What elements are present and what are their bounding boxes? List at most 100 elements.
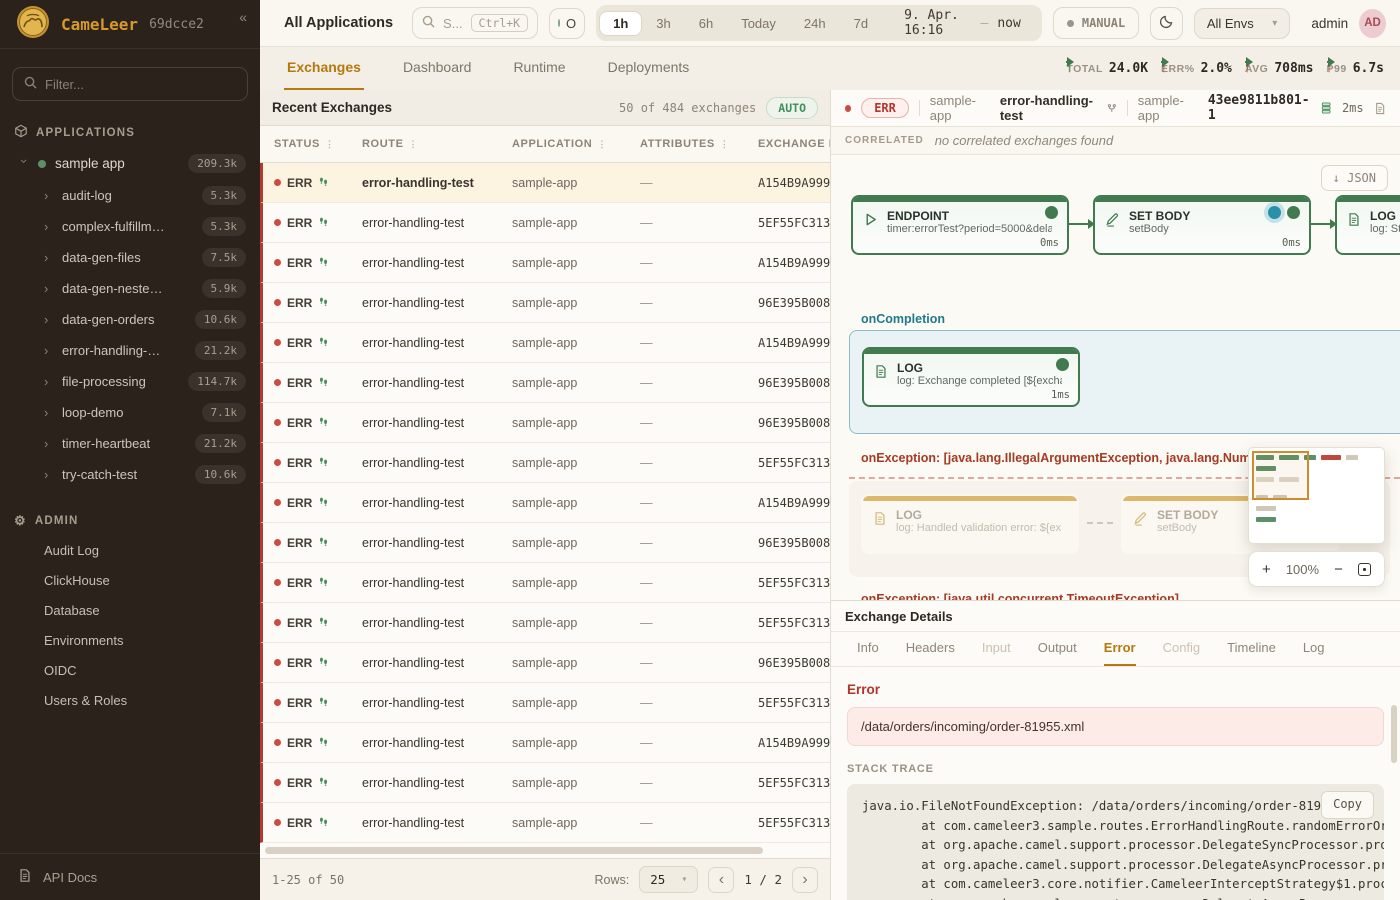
view-tab[interactable]: Runtime [513,59,566,75]
flow-node-log[interactable]: LOG log: Sta [1335,195,1400,255]
error-dot-icon [274,259,281,266]
time-range-button[interactable]: 7d [853,15,869,31]
zoom-out-button[interactable]: − [1334,560,1343,578]
route-flow-canvas[interactable]: ↓ JSON ENDPOINT timer:errorTest?period=5… [831,155,1400,600]
column-header[interactable]: APPLICATION ⋮ [501,138,629,150]
route-label: loop-demo [62,405,124,420]
search-input[interactable]: S... Ctrl+K [412,7,539,39]
detail-tab[interactable]: Log [1302,640,1325,655]
time-range-button[interactable]: 1h [599,10,643,36]
next-page-button[interactable]: › [792,866,818,893]
sidebar-route-item[interactable]: › data-gen-neste… 5.9k [0,273,260,304]
rows-per-page-select[interactable]: 25 ▾ [639,866,699,893]
sidebar-route-item[interactable]: › audit-log 5.3k [0,180,260,211]
sidebar-route-item[interactable]: › file-processing 114.7k [0,366,260,397]
table-row[interactable]: ERR error-handling-test sample-app — 96E… [260,363,830,403]
exchange-id[interactable]: 43ee9811b801-1 [1207,93,1310,123]
refresh-mode-button[interactable]: MANUAL [1052,7,1140,39]
status-text: ERR [287,295,313,310]
sidebar-route-item[interactable]: › timer-heartbeat 21.2k [0,428,260,459]
sidebar-admin-item[interactable]: OIDC [0,655,260,685]
prev-page-button[interactable]: ‹ [708,866,735,893]
column-header[interactable]: ROUTE ⋮ [351,138,501,150]
table-row[interactable]: ERR error-handling-test sample-app — 5EF… [260,603,830,643]
detail-app-name: sample-app [929,93,977,123]
sidebar-admin-item[interactable]: Database [0,595,260,625]
sidebar-admin-item[interactable]: ClickHouse [0,565,260,595]
zoom-in-button[interactable]: + [1262,560,1271,578]
copy-button[interactable]: Copy [1321,791,1374,819]
env-selector[interactable]: All Envs ▾ [1193,7,1291,39]
detail-tab[interactable]: Headers [905,640,955,655]
minimap-viewport[interactable] [1252,451,1309,500]
sidebar-item-sample-app[interactable]: › sample app 209.3k [0,147,260,180]
flow-minimap[interactable] [1248,447,1385,544]
flow-node-set-body[interactable]: SET BODY setBody 0ms [1093,195,1311,255]
applications-section-label: APPLICATIONS [36,126,136,139]
column-header[interactable]: EXCHANGE ID ⋮ [747,138,830,150]
date-range[interactable]: 9. Apr. 16:16 – now [882,8,1039,38]
filter-input[interactable]: Filter... [12,67,248,101]
dark-mode-toggle[interactable] [1150,6,1183,40]
table-row[interactable]: ERR error-handling-test sample-app — 96E… [260,403,830,443]
table-row[interactable]: ERR error-handling-test sample-app — 5EF… [260,763,830,803]
table-row[interactable]: ERR error-handling-test sample-app — 5EF… [260,203,830,243]
document-icon[interactable] [1374,101,1386,116]
time-range-button[interactable]: 24h [803,15,826,31]
sidebar-route-item[interactable]: › data-gen-files 7.5k [0,242,260,273]
flow-node-exception-log[interactable]: LOG log: Handled validation error: ${exc… [861,494,1079,554]
time-range-button[interactable]: Today [741,15,776,31]
vertical-scrollbar[interactable] [1391,705,1397,763]
table-body: ERR error-handling-test sample-app — A15… [260,163,830,858]
table-row[interactable]: ERR error-handling-test sample-app — A15… [260,323,830,363]
detail-tab[interactable]: Output [1037,640,1077,655]
table-row[interactable]: ERR error-handling-test sample-app — 96E… [260,523,830,563]
attributes-cell: — [640,495,653,510]
download-json-button[interactable]: ↓ JSON [1320,165,1388,191]
route-cell: error-handling-test [362,655,465,670]
zoom-fit-button[interactable] [1357,562,1371,576]
sidebar-route-item[interactable]: › error-handling-… 21.2k [0,335,260,366]
detail-tab[interactable]: Timeline [1227,640,1276,655]
table-row[interactable]: ERR error-handling-test sample-app — 5EF… [260,443,830,483]
online-status-pill[interactable]: O [549,7,586,39]
time-range-button[interactable]: 3h [656,15,671,31]
flow-node-completion-log[interactable]: LOG log: Exchange completed [${exchan 1m… [862,347,1080,407]
table-row[interactable]: ERR error-handling-test sample-app — A15… [260,243,830,283]
detail-route-name[interactable]: error-handling-test [1000,93,1117,123]
view-tab[interactable]: Exchanges [284,47,364,90]
status-cell: ERR [263,216,351,230]
detail-tab[interactable]: Config [1162,640,1201,655]
api-docs-link[interactable]: API Docs [0,853,260,900]
exchanges-header: Recent Exchanges 50 of 484 exchanges AUT… [260,90,830,126]
column-header[interactable]: ATTRIBUTES ⋮ [629,138,747,150]
detail-tab[interactable]: Input [981,640,1011,655]
table-row[interactable]: ERR error-handling-test sample-app — A15… [260,163,830,203]
time-range-button[interactable]: 6h [698,15,714,31]
avatar[interactable]: AD [1359,8,1386,38]
auto-refresh-badge[interactable]: AUTO [766,96,818,119]
collapse-sidebar-icon[interactable]: « [239,9,247,25]
sidebar-admin-item[interactable]: Environments [0,625,260,655]
detail-tab[interactable]: Error [1103,632,1136,666]
sidebar-route-item[interactable]: › complex-fulfillm… 5.3k [0,211,260,242]
sidebar-admin-item[interactable]: Audit Log [0,535,260,565]
table-row[interactable]: ERR error-handling-test sample-app — 5EF… [260,803,830,843]
sidebar-route-item[interactable]: › loop-demo 7.1k [0,397,260,428]
sort-icon: ⋮ [719,138,730,149]
sidebar-route-item[interactable]: › data-gen-orders 10.6k [0,304,260,335]
table-row[interactable]: ERR error-handling-test sample-app — 5EF… [260,683,830,723]
table-row[interactable]: ERR error-handling-test sample-app — 96E… [260,643,830,683]
table-row[interactable]: ERR error-handling-test sample-app — A15… [260,723,830,763]
detail-tab[interactable]: Info [857,640,879,655]
horizontal-scrollbar[interactable] [265,847,763,854]
table-row[interactable]: ERR error-handling-test sample-app — 5EF… [260,563,830,603]
column-header[interactable]: STATUS ⋮ [263,138,351,150]
sidebar-route-item[interactable]: › try-catch-test 10.6k [0,459,260,490]
flow-node-endpoint[interactable]: ENDPOINT timer:errorTest?period=5000&del… [851,195,1069,255]
table-row[interactable]: ERR error-handling-test sample-app — A15… [260,483,830,523]
view-tab[interactable]: Deployments [607,59,690,75]
view-tab[interactable]: Dashboard [402,59,472,75]
table-row[interactable]: ERR error-handling-test sample-app — 96E… [260,283,830,323]
sidebar-admin-item[interactable]: Users & Roles [0,685,260,715]
